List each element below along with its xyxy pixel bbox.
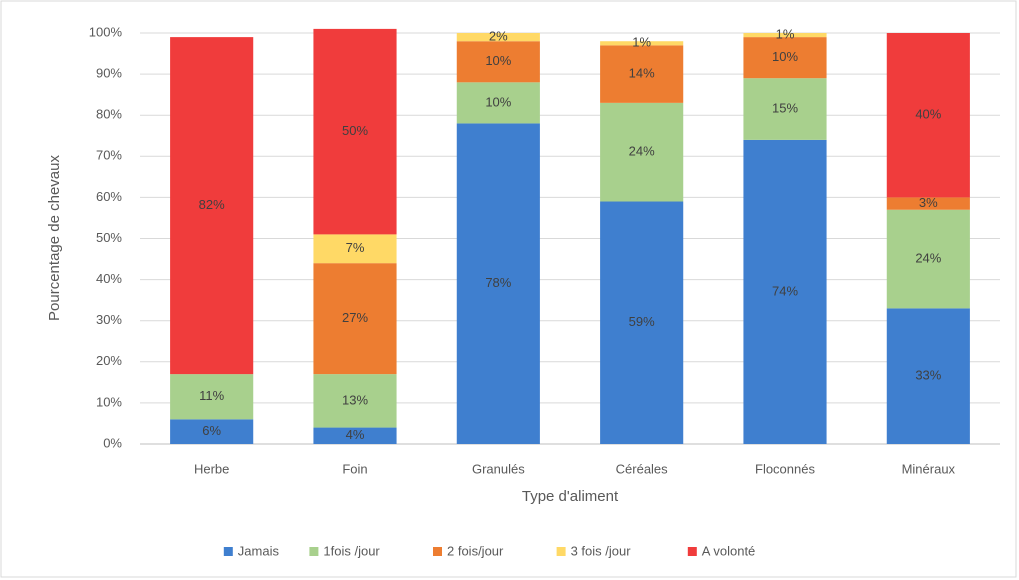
bar-segment <box>600 41 684 46</box>
bar-segment <box>600 45 684 103</box>
y-tick-label: 80% <box>96 107 122 122</box>
legend-swatch <box>433 547 442 556</box>
y-tick-label: 0% <box>103 435 122 450</box>
y-tick-label: 10% <box>96 394 122 409</box>
legend-label: 1fois /jour <box>323 543 380 558</box>
bar-segment <box>313 263 397 375</box>
y-tick-label: 70% <box>96 148 122 163</box>
bar-segment <box>456 33 540 42</box>
data-label: 7% <box>346 240 365 255</box>
bar-segment <box>170 37 254 375</box>
data-label: 14% <box>629 66 655 81</box>
legend-label: Jamais <box>238 543 280 558</box>
y-axis-title: Pourcentage de chevaux <box>46 155 63 321</box>
bar-segment <box>313 28 397 235</box>
bar-segment <box>743 33 827 38</box>
data-label: 10% <box>485 53 511 68</box>
bar-segment <box>313 427 397 444</box>
bar-segment <box>886 308 970 444</box>
bar-segment <box>313 374 397 428</box>
data-label: 15% <box>772 100 798 115</box>
data-label: 78% <box>485 275 511 290</box>
bar-segment <box>886 33 970 198</box>
bar-segment <box>886 209 970 309</box>
data-label: 27% <box>342 310 368 325</box>
data-label: 33% <box>915 368 941 383</box>
legend-label: A volonté <box>702 543 756 558</box>
bar-segment <box>456 82 540 124</box>
data-label: 82% <box>199 197 225 212</box>
y-tick-label: 30% <box>96 312 122 327</box>
x-tick-label: Granulés <box>472 461 525 476</box>
legend-swatch <box>223 547 233 556</box>
bar-segment <box>170 419 254 444</box>
data-label: 4% <box>346 427 365 442</box>
bar-segment <box>743 37 827 79</box>
data-label: 59% <box>629 314 655 329</box>
y-tick-label: 40% <box>96 271 122 286</box>
x-tick-label: Céréales <box>616 461 669 476</box>
bar-segment <box>743 78 827 140</box>
x-tick-label: Foin <box>342 461 367 476</box>
bar-segment <box>600 201 684 444</box>
data-label: 40% <box>915 107 941 122</box>
data-label: 2% <box>489 29 508 44</box>
data-label: 13% <box>342 392 368 407</box>
bar-segment <box>600 102 684 202</box>
bar-segment <box>456 41 540 83</box>
data-label: 10% <box>772 49 798 64</box>
data-label: 6% <box>202 423 221 438</box>
data-label: 11% <box>199 388 224 403</box>
legend-swatch <box>309 547 319 556</box>
data-label: 1% <box>632 35 651 50</box>
data-label: 24% <box>629 144 655 159</box>
legend-swatch <box>556 547 566 556</box>
bar-segment <box>313 234 397 264</box>
y-tick-label: 50% <box>96 230 122 245</box>
y-tick-label: 100% <box>89 24 123 39</box>
legend-swatch <box>687 547 697 556</box>
x-axis-title: Type d'aliment <box>522 488 619 505</box>
data-label: 1% <box>776 26 795 41</box>
y-tick-label: 60% <box>96 189 122 204</box>
y-tick-label: 90% <box>96 66 122 81</box>
data-label: 3% <box>919 195 938 210</box>
legend-label: 2 fois/jour <box>447 543 504 558</box>
data-label: 50% <box>342 123 368 138</box>
x-tick-label: Minéraux <box>902 461 956 476</box>
x-tick-label: Floconnés <box>755 461 815 476</box>
bar-segment <box>170 374 254 420</box>
bar-segment <box>886 197 970 210</box>
x-tick-label: Herbe <box>194 461 229 476</box>
legend-label: 3 fois /jour <box>571 543 632 558</box>
y-tick-label: 20% <box>96 353 122 368</box>
bar-segment <box>456 123 540 445</box>
data-label: 10% <box>485 94 511 109</box>
data-label: 74% <box>772 283 798 298</box>
bar-segment <box>743 139 827 445</box>
data-label: 24% <box>915 250 941 265</box>
